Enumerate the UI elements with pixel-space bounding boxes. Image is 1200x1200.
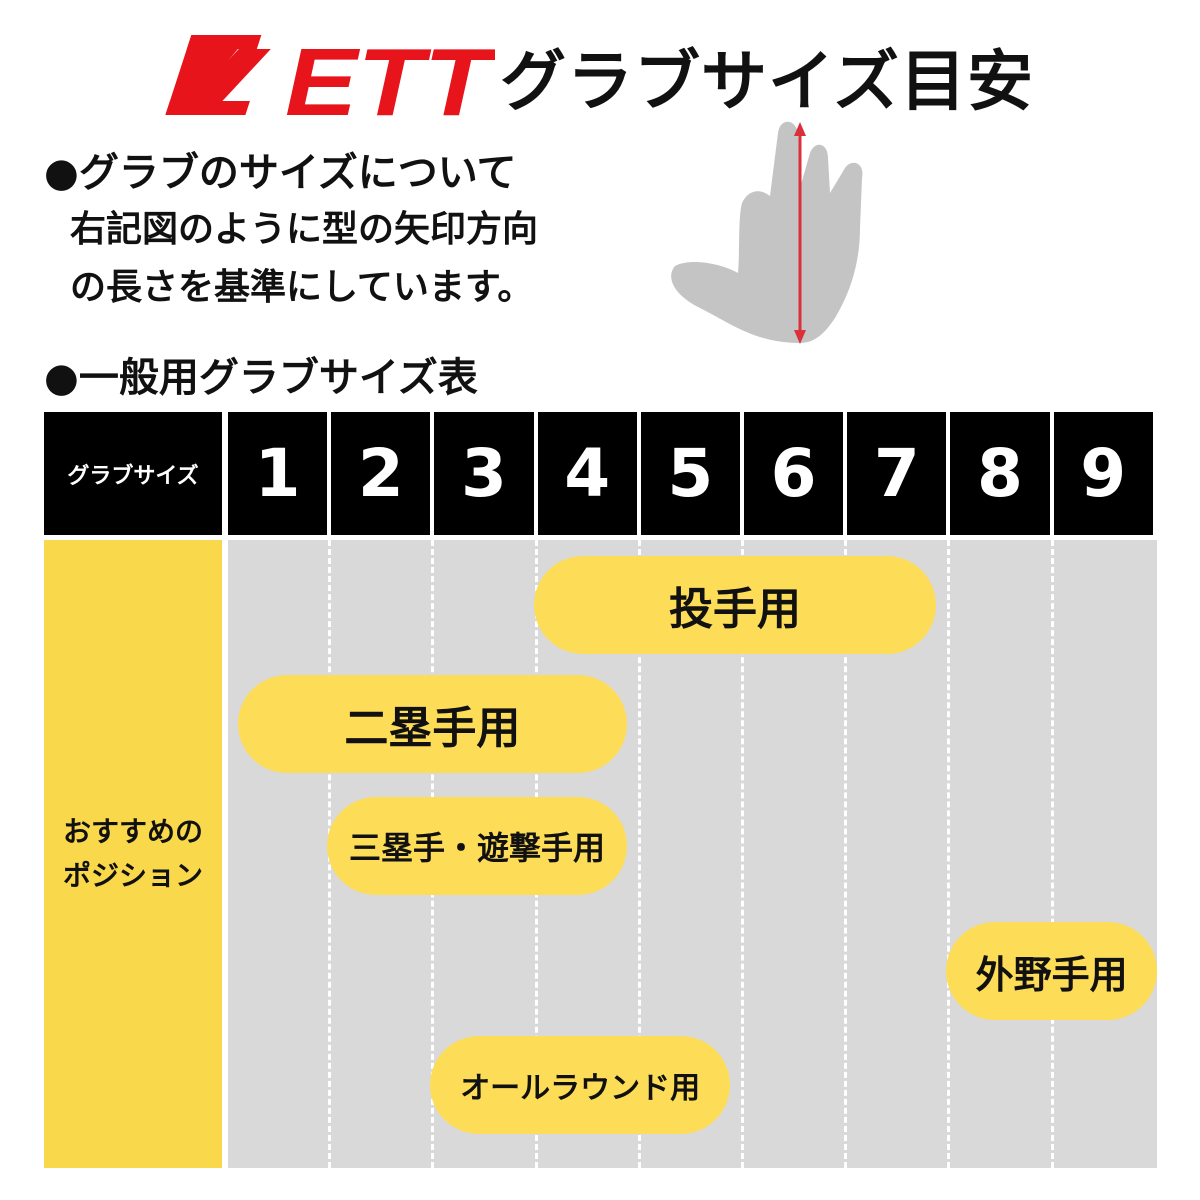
size-header-4: 4 — [537, 412, 637, 535]
column-divider — [844, 540, 848, 1168]
about-heading: ●グラブのサイズについて — [44, 150, 517, 196]
zett-logo: ETT — [165, 30, 495, 120]
size-column-1 — [228, 540, 332, 1168]
position-label-cell: おすすめの ポジション — [44, 540, 222, 1168]
size-table-heading: ●一般用グラブサイズ表 — [44, 355, 478, 401]
svg-text:ETT: ETT — [285, 30, 495, 120]
position-bar: 投手用 — [533, 556, 937, 654]
size-column-9 — [1049, 540, 1157, 1168]
position-bar: 三塁手・遊撃手用 — [327, 797, 627, 895]
size-header-5: 5 — [640, 412, 740, 535]
size-header-7: 7 — [847, 412, 947, 535]
column-divider — [741, 540, 744, 1168]
arrow-head-up — [794, 122, 806, 136]
about-line-2: の長さを基準にしています。 — [70, 267, 534, 308]
column-divider — [947, 540, 951, 1168]
size-header-9: 9 — [1053, 412, 1153, 535]
size-header-6: 6 — [744, 412, 844, 535]
column-divider — [637, 540, 641, 1168]
about-line-1: 右記図のように型の矢印方向 — [70, 209, 539, 250]
size-label-header: グラブサイズ — [44, 412, 222, 535]
arrow-head-down — [794, 330, 806, 344]
page-title: グラブサイズ目安 — [500, 43, 1035, 120]
size-column-8 — [946, 540, 1054, 1168]
size-header-3: 3 — [434, 412, 534, 535]
position-bar: オールラウンド用 — [430, 1036, 730, 1134]
position-bar: 外野手用 — [946, 922, 1157, 1020]
hand-measure-illustration — [671, 121, 863, 344]
column-divider — [1050, 540, 1054, 1168]
hand-icon — [671, 121, 863, 343]
position-label-line-2: ポジション — [62, 859, 203, 892]
size-header-8: 8 — [950, 412, 1050, 535]
size-header-2: 2 — [331, 412, 431, 535]
size-header-1: 1 — [228, 412, 328, 535]
position-bar: 二塁手用 — [238, 675, 627, 773]
position-label-line-1: おすすめの — [62, 815, 203, 848]
glove-size-table: グラブサイズ おすすめの ポジション 1 2 3 4 5 6 7 8 9 投手用二塁手用三塁手・遊… — [44, 412, 1157, 1168]
